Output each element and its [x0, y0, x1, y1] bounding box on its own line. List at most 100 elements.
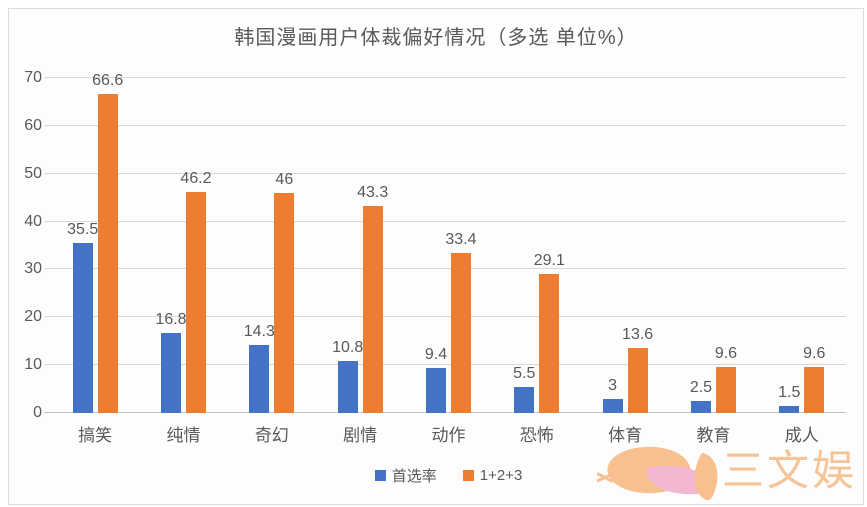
bar-value-label: 16.8: [155, 310, 187, 328]
sanwenyu-logo-icon: [596, 439, 728, 504]
bar-wrap: 14.3: [244, 78, 275, 413]
bar-value-label: 2.5: [689, 379, 713, 397]
bar-wrap: 46: [274, 78, 295, 413]
bar-value-label: 5.5: [513, 364, 536, 382]
bar: [602, 398, 623, 413]
bar-group: 10.8 43.3: [316, 78, 404, 413]
y-tick-label: 10: [24, 356, 42, 374]
bar: [715, 367, 736, 413]
bar: [690, 401, 711, 413]
bar-value-label: 35.5: [67, 221, 99, 239]
bar: [539, 273, 560, 413]
bar: [274, 192, 295, 413]
bar: [160, 332, 181, 413]
x-category-label: 成人: [784, 426, 819, 445]
legend-item: 1+2+3: [462, 465, 523, 486]
bar-wrap: 43.3: [357, 78, 388, 413]
gridline: [44, 124, 846, 126]
bar-group: 1.5 9.6: [758, 78, 846, 413]
x-axis-labels: 搞笑 纯情 奇幻 剧情 动作 恐怖 体育 教育 成人: [51, 421, 846, 446]
bar: [514, 386, 535, 413]
gridline: [44, 316, 846, 318]
bar-group: 2.5 9.6: [669, 78, 757, 413]
y-tick-label: 20: [24, 308, 42, 326]
bar-wrap: 13.6: [622, 78, 653, 413]
bar-group: 16.8 46.2: [139, 78, 227, 413]
bar-value-label: 46.2: [180, 169, 212, 187]
bar-value-label: 9.6: [714, 345, 738, 363]
bar-value-label: 14.3: [243, 322, 275, 340]
bar-wrap: 10.8: [332, 78, 363, 413]
bar-wrap: 29.1: [534, 78, 565, 413]
bar-wrap: 33.4: [445, 78, 477, 413]
bar-value-label: 29.1: [533, 251, 565, 269]
bar-wrap: 9.6: [803, 78, 826, 413]
y-tick-label: 0: [33, 404, 42, 421]
x-category-label: 纯情: [166, 426, 201, 445]
y-tick-label: 50: [24, 164, 42, 182]
bar: [97, 94, 118, 413]
bar: [804, 367, 825, 413]
watermark: 三文娱: [596, 439, 857, 504]
gridline: [44, 268, 846, 270]
x-category-label: 恐怖: [519, 426, 554, 445]
legend-swatch-icon: [374, 470, 386, 481]
bar: [337, 361, 358, 413]
bar-wrap: 9.6: [714, 78, 738, 413]
x-category-label: 体育: [608, 426, 643, 445]
legend: 首选率 1+2+3: [51, 465, 846, 486]
legend-item: 首选率: [374, 465, 437, 486]
bar-group: 5.5 29.1: [493, 78, 581, 413]
bar-value-label: 9.4: [424, 346, 448, 364]
bar-wrap: 46.2: [180, 78, 212, 413]
gridline: [44, 220, 846, 222]
x-category-label: 剧情: [343, 426, 378, 445]
watermark-text: 三文娱: [721, 447, 857, 494]
bar-value-label: 9.6: [803, 345, 826, 363]
y-tick-label: 60: [24, 116, 42, 134]
bar: [362, 205, 383, 413]
bar-wrap: 5.5: [513, 78, 536, 413]
gridline: [44, 364, 846, 366]
bar-wrap: 9.4: [424, 78, 448, 413]
bar-value-label: 33.4: [445, 231, 477, 249]
bar-group: 3 13.6: [581, 78, 669, 413]
bar-value-label: 10.8: [332, 339, 364, 357]
bar: [450, 253, 471, 413]
chart-frame: 韩国漫画用户体裁偏好情况（多选 单位%） 0 10 20 30 40 50 60 70 35.…: [8, 8, 864, 505]
bar-value-label: 43.3: [357, 183, 389, 201]
bar-group: 14.3 46: [228, 78, 316, 413]
bar-value-label: 13.6: [622, 325, 654, 343]
gridline: [44, 172, 846, 174]
bar-wrap: 16.8: [155, 78, 187, 413]
y-tick-label: 30: [24, 260, 42, 278]
bar-wrap: 66.6: [92, 72, 123, 413]
bar-value-label: 66.6: [92, 72, 124, 90]
gridline: [44, 77, 846, 78]
legend-label: 首选率: [391, 468, 437, 485]
legend-label: 1+2+3: [479, 467, 523, 484]
x-category-label: 动作: [431, 426, 466, 445]
bar: [72, 243, 93, 413]
y-tick-label: 40: [24, 212, 42, 230]
bar-group: 9.4 33.4: [404, 78, 492, 413]
x-category-label: 搞笑: [78, 426, 113, 445]
bar: [249, 344, 270, 413]
bar-group: 35.5 66.6: [51, 72, 139, 413]
bar-wrap: 1.5: [778, 78, 800, 413]
x-category-label: 教育: [696, 426, 731, 445]
bar-groups: 35.5 66.6 16.8 46.2 14.3 46 10.8 43.3 9.4 33.4 5.5…: [51, 72, 846, 413]
bar: [425, 368, 446, 413]
bar-value-label: 3: [608, 376, 618, 394]
bar-value-label: 46: [275, 170, 294, 188]
chart-title: 韩国漫画用户体裁偏好情况（多选 单位%）: [234, 27, 638, 49]
bar-wrap: 2.5: [689, 78, 713, 413]
bar: [627, 347, 648, 413]
bar: [779, 405, 800, 413]
bar-wrap: 3: [602, 78, 623, 413]
bar-wrap: 35.5: [67, 78, 98, 413]
bar: [185, 191, 206, 413]
plot-area: 35.5 66.6 16.8 46.2 14.3 46 10.8 43.3 9.4 33.4 5.5…: [44, 72, 846, 413]
y-tick-label: 70: [24, 69, 42, 86]
x-category-label: 奇幻: [254, 426, 289, 445]
